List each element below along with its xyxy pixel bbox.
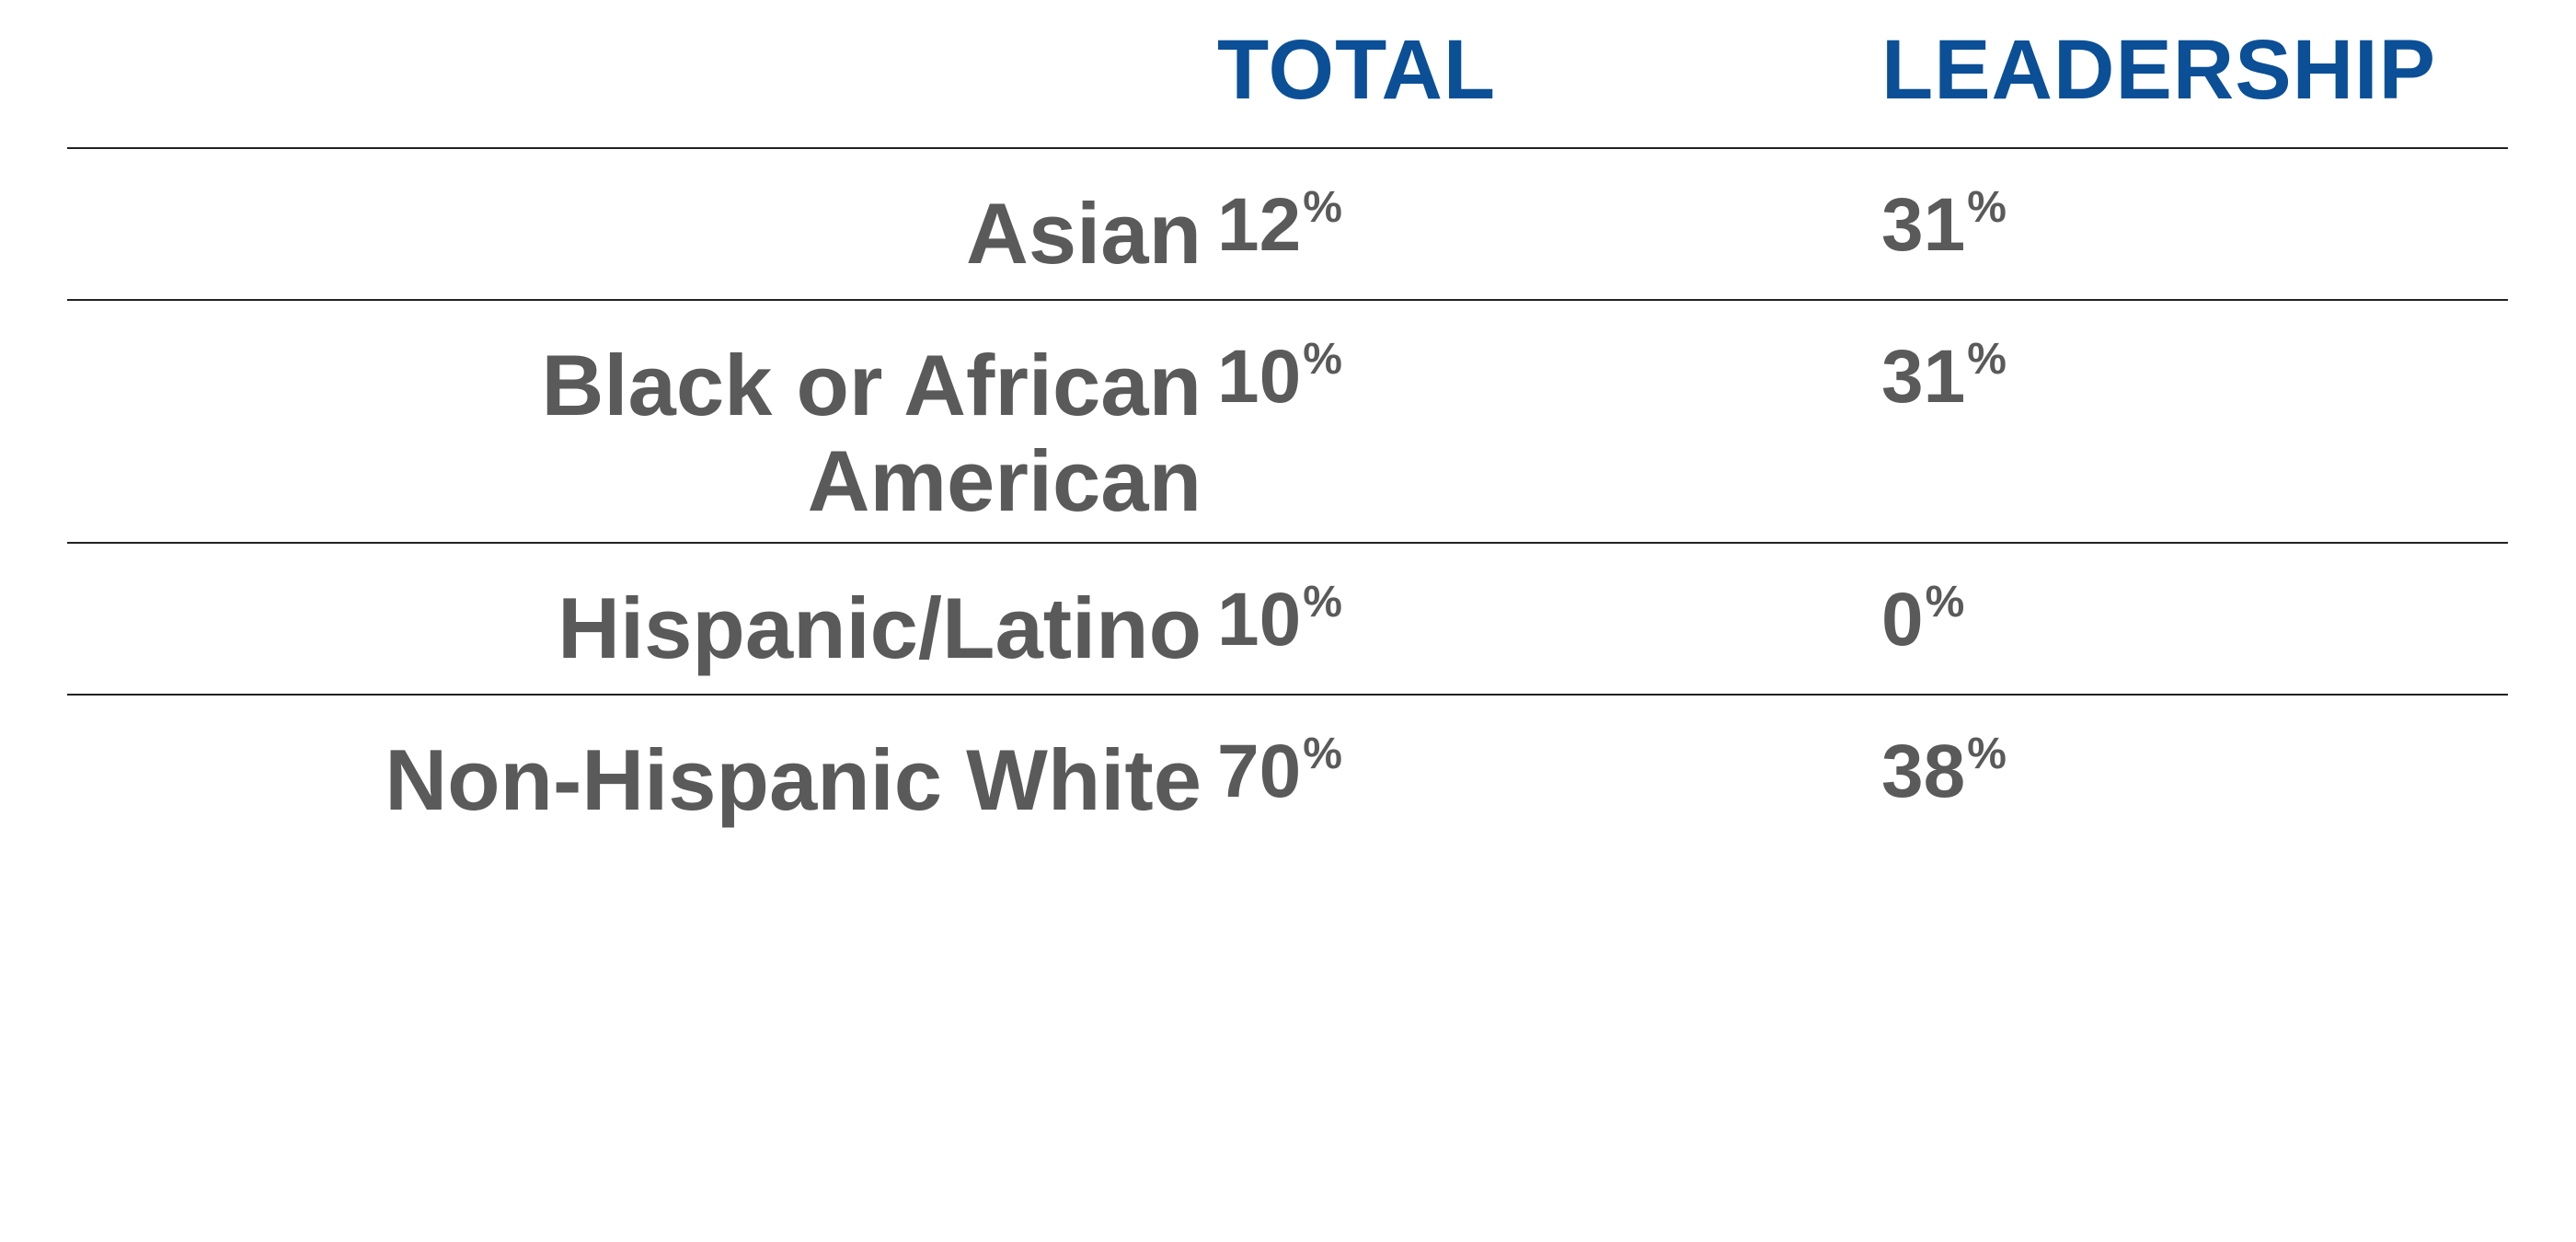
cell-total: 10% xyxy=(1217,338,1342,415)
cell-value: 0 xyxy=(1881,578,1924,661)
percent-sign: % xyxy=(1303,335,1342,384)
row-label: Black or African American xyxy=(541,337,1202,529)
percent-sign: % xyxy=(1967,730,2007,778)
cell-leadership: 0% xyxy=(1881,581,1964,658)
cell-leadership: 31% xyxy=(1881,186,2007,263)
cell-value: 10 xyxy=(1217,335,1302,419)
cell-total: 12% xyxy=(1217,186,1342,263)
table-row-hispanic-latino: Hispanic/Latino 10% 0% xyxy=(67,544,2508,696)
percent-sign: % xyxy=(1967,335,2007,384)
cell-total: 10% xyxy=(1217,581,1342,658)
cell-value: 10 xyxy=(1217,578,1302,661)
cell-leadership: 31% xyxy=(1881,338,2007,415)
cell-value: 38 xyxy=(1881,730,1966,813)
table-row-non-hispanic-white: Non-Hispanic White 70% 38% xyxy=(67,696,2508,845)
table-row-asian: Asian 12% 31% xyxy=(67,149,2508,301)
percent-sign: % xyxy=(1967,183,2007,232)
cell-value: 70 xyxy=(1217,730,1302,813)
table-header: TOTAL LEADERSHIP xyxy=(67,0,2508,149)
row-label: Hispanic/Latino xyxy=(558,580,1202,676)
column-header-leadership: LEADERSHIP xyxy=(1881,23,2436,117)
cell-value: 31 xyxy=(1881,335,1966,419)
cell-total: 70% xyxy=(1217,732,1342,810)
percent-sign: % xyxy=(1925,578,1965,627)
column-header-total: TOTAL xyxy=(1217,23,1497,117)
demographics-table: TOTAL LEADERSHIP Asian 12% 31% Black or … xyxy=(67,0,2508,845)
cell-leadership: 38% xyxy=(1881,732,2007,810)
percent-sign: % xyxy=(1303,578,1342,627)
table-row-black-or-african-american: Black or African American 10% 31% xyxy=(67,301,2508,544)
row-label: Non-Hispanic White xyxy=(385,731,1202,828)
cell-value: 12 xyxy=(1217,183,1302,267)
percent-sign: % xyxy=(1303,183,1342,232)
cell-value: 31 xyxy=(1881,183,1966,267)
row-label: Asian xyxy=(966,185,1202,282)
percent-sign: % xyxy=(1303,730,1342,778)
